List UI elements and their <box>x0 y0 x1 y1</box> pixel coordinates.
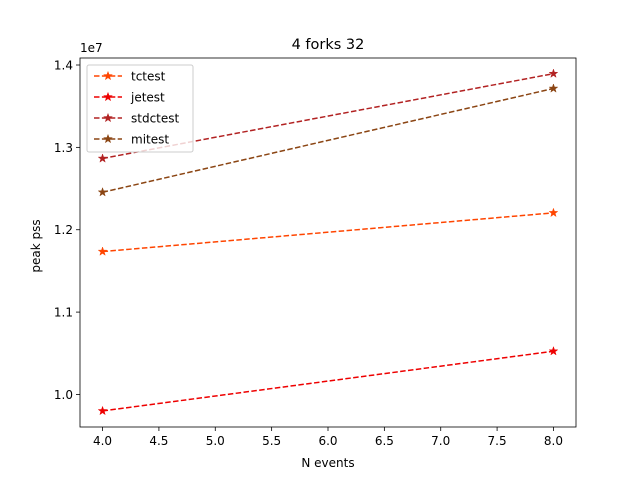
y-tick-label: 1.0 <box>54 388 73 402</box>
legend-label-tctest: tctest <box>131 70 166 84</box>
x-tick-label: 4.0 <box>93 434 112 448</box>
chart-title: 4 forks 32 <box>292 37 365 53</box>
legend-box <box>86 64 194 153</box>
data-point-jetest <box>548 345 559 356</box>
y-tick-label: 1.1 <box>54 306 73 320</box>
data-point-tctest <box>97 246 108 256</box>
data-point-mitest <box>548 83 559 93</box>
legend-marker-mitest <box>102 133 114 144</box>
y-offset-label: 1e7 <box>80 41 103 55</box>
data-point-stdctest <box>548 68 559 78</box>
data-point-stdctest <box>97 153 108 163</box>
legend: tctest jetest stdctest mitest <box>86 64 194 153</box>
legend-label-mitest: mitest <box>131 133 169 147</box>
x-tick-label: 6.5 <box>375 434 394 448</box>
legend-label-jetest: jetest <box>130 91 165 105</box>
legend-marker-stdctest <box>102 112 114 123</box>
x-tick-label: 7.0 <box>431 434 450 448</box>
legend-marker-jetest <box>102 91 114 102</box>
series-line-mitest <box>102 87 554 193</box>
x-tick-label: 6.0 <box>318 434 337 448</box>
data-point-mitest <box>97 186 108 197</box>
y-tick-label: 1.4 <box>54 59 73 73</box>
y-tick-label: 1.2 <box>54 223 73 237</box>
x-axis-label: N events <box>301 456 354 470</box>
x-tick-label: 4.5 <box>149 434 168 448</box>
x-tick-label: 7.5 <box>488 434 507 448</box>
data-point-jetest <box>97 405 108 416</box>
y-tick-label: 1.3 <box>54 141 73 155</box>
x-tick-label: 5.5 <box>262 434 281 448</box>
x-tick-label: 8.0 <box>544 434 563 448</box>
legend-label-stdctest: stdctest <box>131 112 180 126</box>
y-axis-label: peak pss <box>29 219 43 272</box>
legend-marker-tctest <box>102 70 114 81</box>
series-line-jetest <box>102 350 554 412</box>
axes-frame <box>79 57 577 428</box>
x-tick-label: 5.0 <box>206 434 225 448</box>
data-point-tctest <box>548 207 559 218</box>
series-line-tctest <box>102 212 554 253</box>
